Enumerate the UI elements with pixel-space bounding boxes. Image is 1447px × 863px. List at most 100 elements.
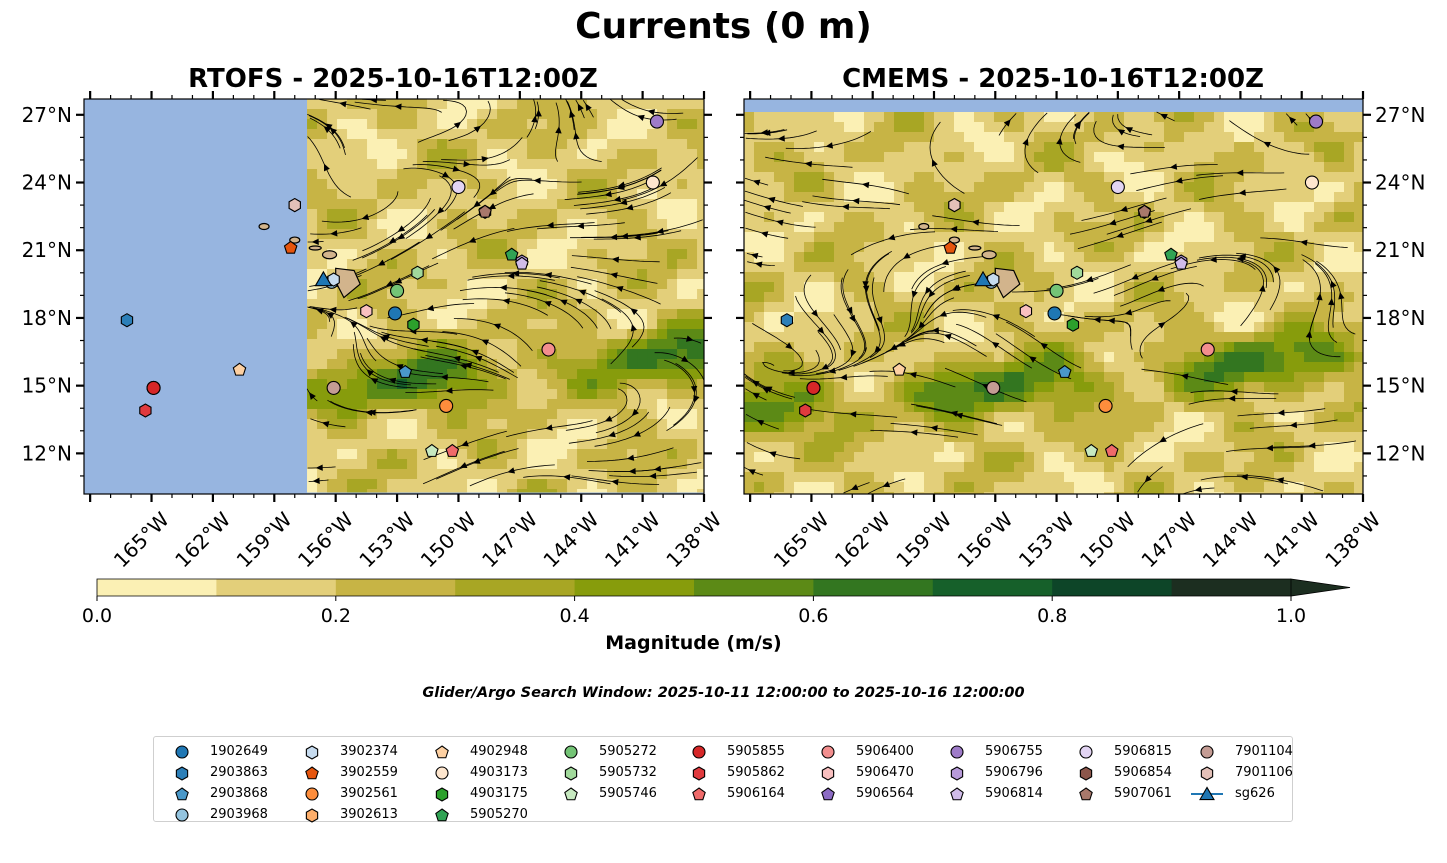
legend-label: 5907061 xyxy=(1114,786,1172,801)
colorbar-segment xyxy=(455,579,576,596)
legend-item: 4903175 xyxy=(424,783,528,804)
legend-label: 5905855 xyxy=(727,744,785,759)
legend-item: 5905855 xyxy=(681,741,785,762)
colorbar-tick-label: 0.2 xyxy=(321,605,351,627)
legend-marker-icon xyxy=(692,744,706,759)
legend-label: 5906164 xyxy=(727,786,785,801)
colorbar-segment xyxy=(1052,579,1173,596)
legend-marker-icon xyxy=(1079,786,1093,800)
float-marker-7901106 xyxy=(288,197,301,213)
legend-label: 7901106 xyxy=(1235,765,1293,780)
legend-marker-icon xyxy=(821,765,835,781)
rtofs-lat-tick-label: 12°N xyxy=(22,441,72,465)
legend-label: 1902649 xyxy=(210,744,268,759)
float-marker-5905272 xyxy=(390,283,405,298)
float-marker-5905270 xyxy=(504,247,519,261)
legend-marker-icon xyxy=(305,765,319,779)
colorbar-segment xyxy=(335,579,456,596)
cmems-axis-ticks xyxy=(736,91,1371,502)
rtofs-lat-tick-label: 15°N xyxy=(22,374,72,398)
float-marker-5906814 xyxy=(515,256,529,270)
cmems-lon-tick-label: 156°W xyxy=(953,507,1018,572)
float-marker-5906400 xyxy=(1200,342,1215,357)
legend-label: 7901104 xyxy=(1235,744,1293,759)
colorbar-frame xyxy=(96,578,1291,597)
colorbar-segment xyxy=(1171,579,1292,596)
rtofs-frame xyxy=(83,98,705,495)
float-marker-5905855 xyxy=(806,380,821,395)
float-marker-5905855 xyxy=(146,380,161,395)
legend-label: 5905746 xyxy=(599,786,657,801)
float-marker-3902561 xyxy=(1098,398,1113,414)
legend-item: 7901104 xyxy=(1189,741,1293,762)
legend-label: 3902374 xyxy=(340,744,398,759)
glider-marker-sg626 xyxy=(974,270,992,287)
legend-label: 2903868 xyxy=(210,786,268,801)
legend-item: 1902649 xyxy=(164,741,268,762)
legend-item: 5906854 xyxy=(1068,762,1172,783)
float-marker-7901106 xyxy=(948,197,961,213)
cmems-hawaii-islands xyxy=(918,222,1021,299)
legend-marker-icon xyxy=(175,807,189,822)
cmems-lon-tick-label: 162°W xyxy=(830,507,895,572)
search-window-text: Glider/Argo Search Window: 2025-10-11 12… xyxy=(422,685,1025,701)
rtofs-lon-tick-label: 138°W xyxy=(661,507,726,572)
float-marker-3902374 xyxy=(327,272,340,287)
cmems-lat-tick-label: 12°N xyxy=(1375,441,1425,465)
legend-label: 2903968 xyxy=(210,807,268,822)
float-marker-5906755 xyxy=(649,114,664,129)
rtofs-lon-tick-label: 156°W xyxy=(293,507,358,572)
legend-label: 4903173 xyxy=(470,765,528,780)
legend-marker-icon xyxy=(435,765,449,780)
legend-marker-icon xyxy=(305,786,319,801)
float-marker-7901104 xyxy=(986,380,1001,395)
legend-marker-icon xyxy=(692,786,706,800)
legend-marker-icon xyxy=(1200,744,1214,759)
legend-marker-icon xyxy=(305,744,319,760)
cmems-lon-tick-label: 141°W xyxy=(1259,507,1324,572)
float-marker-4902948 xyxy=(232,362,247,376)
rtofs-panel-title: RTOFS - 2025-10-16T12:00Z xyxy=(188,64,598,94)
float-marker-5906470 xyxy=(1019,304,1033,319)
legend-label: 5906470 xyxy=(856,765,914,780)
rtofs-lon-tick-label: 144°W xyxy=(538,507,603,572)
legend-item: 5905270 xyxy=(424,804,528,825)
float-marker-5906815 xyxy=(451,179,466,195)
float-marker-2903863 xyxy=(120,313,134,328)
legend-label: 5906755 xyxy=(985,744,1043,759)
legend-item: 3902559 xyxy=(294,762,398,783)
legend-marker-icon xyxy=(950,744,964,759)
colorbar-label: Magnitude (m/s) xyxy=(605,632,782,654)
rtofs-lat-tick-label: 18°N xyxy=(22,306,72,330)
legend-item: 7901106 xyxy=(1189,762,1293,783)
legend-label: 5905862 xyxy=(727,765,785,780)
cmems-stream-arrows xyxy=(748,113,1345,493)
legend-item: 5906470 xyxy=(810,762,914,783)
legend-column: 3902374 3902559 3902561 3902613 xyxy=(294,741,398,825)
float-marker-7901104 xyxy=(326,380,341,395)
rtofs-magnitude-field xyxy=(307,99,704,493)
legend-marker-icon xyxy=(950,786,964,800)
legend-label: 5906854 xyxy=(1114,765,1172,780)
float-marker-4903175 xyxy=(1066,317,1080,332)
colorbar-extend-arrow xyxy=(1290,578,1351,597)
cmems-panel-title: CMEMS - 2025-10-16T12:00Z xyxy=(842,64,1264,94)
float-marker-5905862 xyxy=(139,403,152,418)
rtofs-lon-tick-label: 162°W xyxy=(170,507,235,572)
colorbar-tick-label: 0.4 xyxy=(559,605,589,627)
colorbar: 0.0 0.2 0.4 0.6 0.8 1.0 xyxy=(82,578,1351,627)
legend-column: 5906400 5906470 5906564 xyxy=(810,741,914,804)
float-marker-5905732 xyxy=(1070,265,1084,280)
legend-marker-icon xyxy=(564,765,578,781)
legend-item: 4903173 xyxy=(424,762,528,783)
rtofs-lon-tick-label: 159°W xyxy=(232,507,297,572)
legend-item: 5906564 xyxy=(810,783,914,804)
legend-item: 4902948 xyxy=(424,741,528,762)
rtofs-lat-tick-label: 21°N xyxy=(22,238,72,262)
rtofs-lon-tick-label: 153°W xyxy=(354,507,419,572)
legend-label: 3902613 xyxy=(340,807,398,822)
legend-column: 5906755 5906796 5906814 xyxy=(939,741,1043,804)
rtofs-lon-tick-label: 141°W xyxy=(600,507,665,572)
float-marker-3902559 xyxy=(283,240,298,254)
float-marker-5906815 xyxy=(1110,179,1125,195)
